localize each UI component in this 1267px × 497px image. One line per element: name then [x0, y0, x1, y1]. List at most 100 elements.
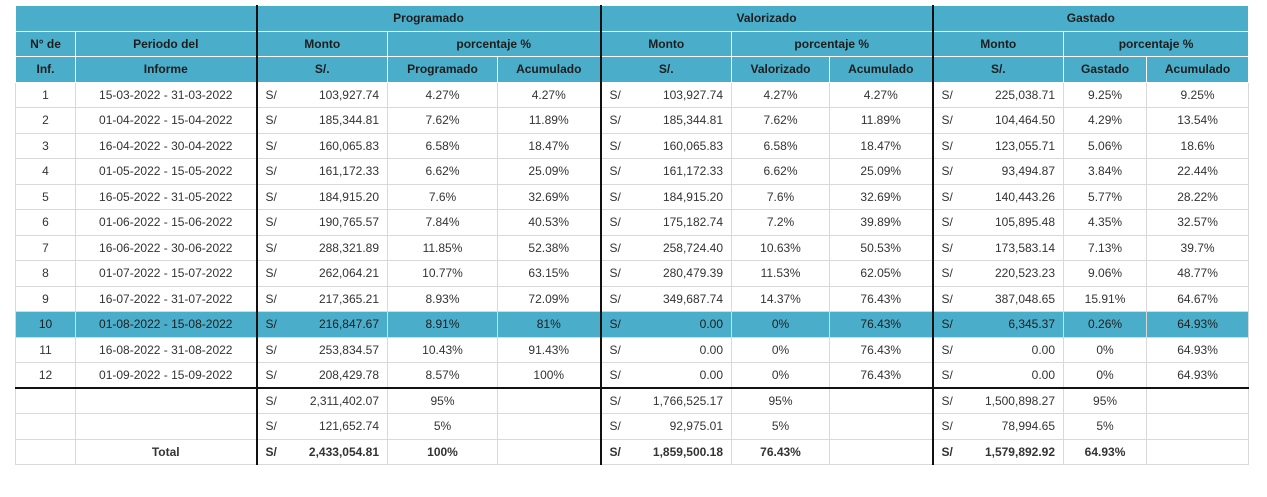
amount-cell: S/217,365.21: [255, 285, 388, 312]
currency-symbol: S/: [265, 266, 277, 281]
amount-value: 208,429.78: [318, 368, 379, 382]
currency-symbol: S/: [941, 266, 953, 281]
table-row[interactable]: 8 01-07-2022 - 15-07-2022 S/262,064.21 10.7…: [15, 260, 1250, 287]
currency-symbol: S/: [609, 113, 621, 128]
total-v-pct: 76.43%: [731, 438, 830, 465]
table-row[interactable]: 11 16-08-2022 - 31-08-2022 S/253,834.57 10.…: [15, 336, 1250, 363]
currency-symbol: S/: [941, 342, 953, 357]
header-gastado: Gastado: [931, 5, 1250, 32]
amount-cell: S/93,494.87: [931, 158, 1065, 185]
amount-cell: S/92,975.01: [599, 413, 732, 440]
gastado-acumulado: 39.7%: [1146, 234, 1250, 261]
amount-value: 349,687.74: [662, 291, 723, 306]
row-period: 01-09-2022 - 15-09-2022: [75, 362, 257, 389]
gastado-pct: 4.35%: [1063, 209, 1148, 236]
currency-symbol: S/: [609, 266, 621, 281]
gastado-acumulado: 32.57%: [1146, 209, 1250, 236]
currency-symbol: S/: [265, 189, 277, 204]
valorizado-pct: 0%: [731, 336, 830, 363]
currency-symbol: S/: [609, 444, 621, 459]
amount-cell: S/225,038.71: [931, 81, 1065, 108]
amount-value: 190,765.57: [318, 215, 379, 230]
header-v-currency: S/.: [599, 56, 732, 83]
header-v-porcentaje: porcentaje %: [730, 30, 934, 57]
row-number: 3: [15, 132, 76, 159]
valorizado-acumulado: 76.43%: [828, 362, 934, 389]
valorizado-pct: 7.6%: [731, 183, 830, 210]
amount-cell: S/123,055.71: [931, 132, 1065, 159]
amount-value: 104,464.50: [994, 113, 1056, 128]
amount-cell: S/175,182.74: [599, 209, 732, 236]
amount-value: 160,065.83: [662, 138, 723, 153]
table-row[interactable]: 5 16-05-2022 - 31-05-2022 S/184,915.20 7.6%…: [15, 183, 1250, 210]
gastado-acumulado: 9.25%: [1146, 81, 1250, 108]
summary-blank: [497, 413, 601, 440]
amount-cell: S/190,765.57: [255, 209, 388, 236]
summary-p-pct: 5%: [387, 413, 498, 440]
amount-value: 262,064.21: [318, 266, 379, 281]
amount-value: 175,182.74: [662, 215, 723, 230]
table-row[interactable]: 1 15-03-2022 - 31-03-2022 S/103,927.74 4.27…: [15, 81, 1250, 108]
gastado-pct: 5.77%: [1063, 183, 1148, 210]
table-row[interactable]: 12 01-09-2022 - 15-09-2022 S/208,429.78 8.5…: [15, 362, 1250, 389]
header-p-acumulado: Acumulado: [497, 56, 601, 83]
amount-cell: S/216,847.67: [255, 311, 388, 338]
summary-blank: [75, 413, 257, 440]
summary-row: S/121,652.74 5% S/92,975.01 5% S/78,994.65 5%: [15, 413, 1250, 440]
amount-value: 161,172.33: [318, 164, 379, 179]
programado-pct: 11.85%: [387, 234, 498, 261]
valorizado-pct: 7.2%: [731, 209, 830, 236]
currency-symbol: S/: [609, 394, 621, 408]
programado-acumulado: 25.09%: [497, 158, 601, 185]
table-row[interactable]: 9 16-07-2022 - 31-07-2022 S/217,365.21 8.93…: [15, 285, 1250, 312]
programado-pct: 7.84%: [387, 209, 498, 236]
amount-cell: S/220,523.23: [931, 260, 1065, 287]
table-row[interactable]: 6 01-06-2022 - 15-06-2022 S/190,765.57 7.84…: [15, 209, 1250, 236]
currency-symbol: S/: [609, 419, 621, 434]
amount-cell: S/103,927.74: [255, 81, 388, 108]
programado-acumulado: 52.38%: [497, 234, 601, 261]
table-row[interactable]: 2 01-04-2022 - 15-04-2022 S/185,344.81 7.62…: [15, 107, 1250, 134]
currency-symbol: S/: [609, 240, 621, 255]
valorizado-pct: 11.53%: [731, 260, 830, 287]
currency-symbol: S/: [609, 189, 621, 204]
amount-value: 0.00: [1031, 342, 1056, 357]
amount-cell: S/160,065.83: [255, 132, 388, 159]
header-n: N° de: [15, 30, 76, 57]
programado-acumulado: 18.47%: [497, 132, 601, 159]
currency-symbol: S/: [265, 113, 277, 128]
table-row[interactable]: 3 16-04-2022 - 30-04-2022 S/160,065.83 6.58…: [15, 132, 1250, 159]
amount-cell: S/105,895.48: [931, 209, 1065, 236]
table-row[interactable]: 4 01-05-2022 - 15-05-2022 S/161,172.33 6.62…: [15, 158, 1250, 185]
currency-symbol: S/: [609, 164, 621, 179]
table-row[interactable]: 10 01-08-2022 - 15-08-2022 S/216,847.67 8.9…: [15, 311, 1250, 338]
amount-value: 103,927.74: [662, 87, 723, 102]
currency-symbol: S/: [265, 368, 277, 382]
header-g-currency: S/.: [931, 56, 1065, 83]
amount-value: 140,443.26: [994, 189, 1056, 204]
gastado-pct: 0.26%: [1063, 311, 1148, 338]
valorizado-acumulado: 11.89%: [828, 107, 934, 134]
valorizado-acumulado: 4.27%: [828, 81, 934, 108]
amount-value: 185,344.81: [662, 113, 723, 128]
header-group-row: Programado Valorizado Gastado: [15, 5, 1250, 32]
amount-cell: S/160,065.83: [599, 132, 732, 159]
summary-g-pct: 95%: [1063, 387, 1148, 414]
table-row[interactable]: 7 16-06-2022 - 30-06-2022 S/288,321.89 11.8…: [15, 234, 1250, 261]
currency-symbol: S/: [941, 113, 953, 128]
amount-cell: S/262,064.21: [255, 260, 388, 287]
row-period: 01-06-2022 - 15-06-2022: [75, 209, 257, 236]
valorizado-pct: 14.37%: [731, 285, 830, 312]
currency-symbol: S/: [609, 342, 621, 357]
programado-pct: 7.62%: [387, 107, 498, 134]
header-p-currency: S/.: [255, 56, 388, 83]
amount-value: 280,479.39: [662, 266, 723, 281]
gastado-acumulado: 18.6%: [1146, 132, 1250, 159]
amount-value: 160,065.83: [318, 138, 379, 153]
programado-acumulado: 81%: [497, 311, 601, 338]
currency-symbol: S/: [941, 138, 953, 153]
programado-pct: 10.77%: [387, 260, 498, 287]
gastado-pct: 0%: [1063, 362, 1148, 389]
amount-value: 216,847.67: [318, 317, 379, 332]
header-v-monto: Monto: [599, 30, 732, 57]
